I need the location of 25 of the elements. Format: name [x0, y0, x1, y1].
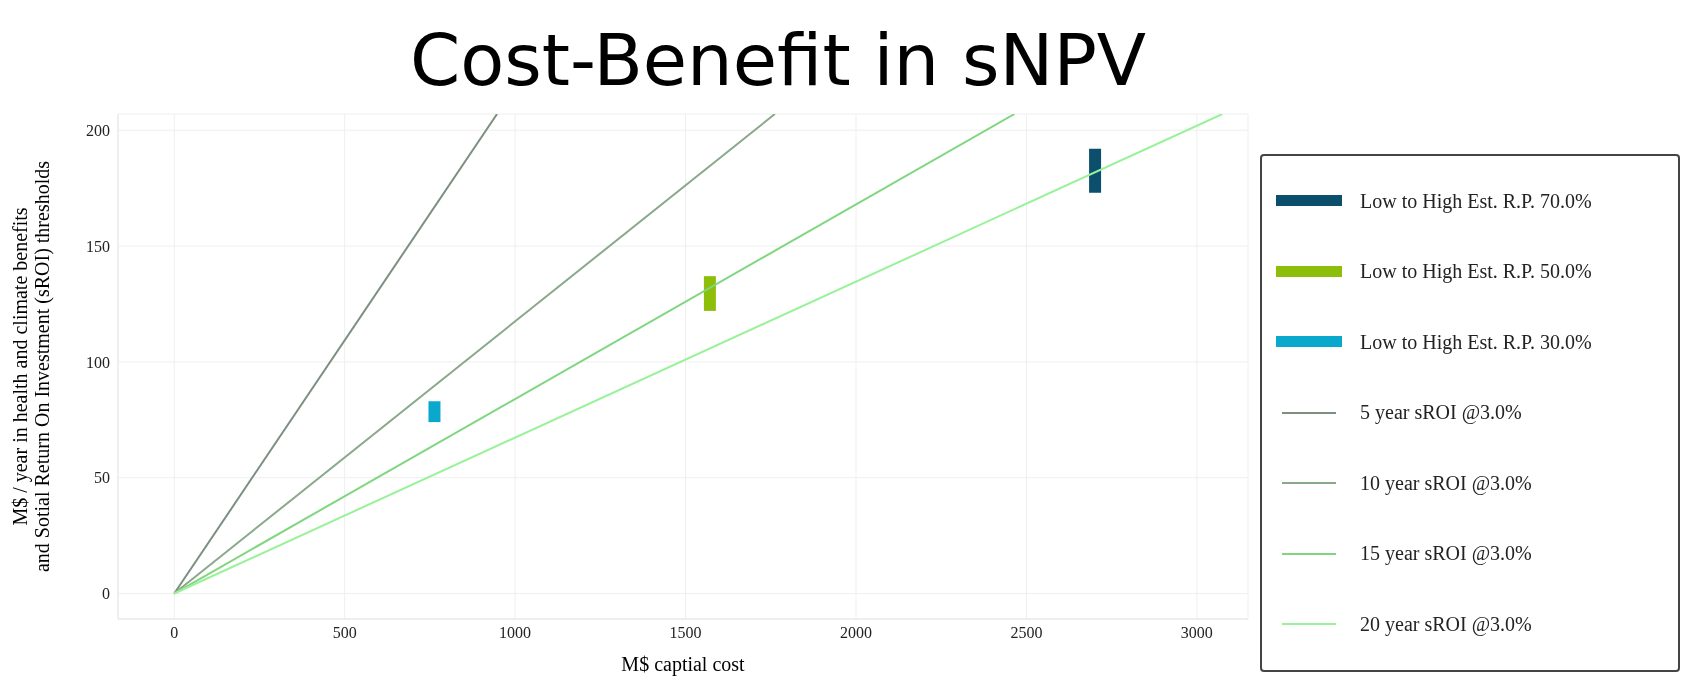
- x-tick-label: 500: [332, 624, 357, 642]
- x-tick-label: 1000: [499, 624, 532, 642]
- x-tick-label: 2500: [1010, 624, 1043, 642]
- bar: [703, 276, 716, 311]
- y-tick-label: 200: [86, 121, 110, 139]
- x-tick-label: 0: [170, 624, 179, 642]
- y-axis-title: M$ / year in health and climate benefits and Sotial Return On Investment (sROI) thresholds: [9, 160, 54, 573]
- legend-label: Low to High Est. R.P. 30.0%: [1360, 330, 1592, 354]
- legend-label: 10 year sROI @3.0%: [1360, 471, 1532, 495]
- x-axis-title: M$ captial cost: [621, 653, 746, 676]
- legend-label: 15 year sROI @3.0%: [1360, 542, 1532, 566]
- bar: [428, 401, 441, 423]
- legend-label: Low to High Est. R.P. 70.0%: [1360, 189, 1592, 213]
- chart-title: Cost-Benefit in sNPV: [408, 18, 1148, 102]
- legend-label: Low to High Est. R.P. 50.0%: [1360, 260, 1592, 284]
- x-tick-label: 2000: [839, 624, 872, 642]
- y-tick-label: 100: [86, 353, 110, 371]
- y-tick-label: 50: [94, 469, 110, 487]
- bar: [1089, 148, 1102, 193]
- x-tick-label: 3000: [1180, 624, 1213, 642]
- y-tick-label: 150: [86, 237, 110, 255]
- legend-label: 5 year sROI @3.0%: [1360, 401, 1522, 425]
- y-tick-label: 0: [102, 585, 110, 603]
- x-tick-label: 1500: [669, 624, 702, 642]
- legend-label: 20 year sROI @3.0%: [1360, 612, 1532, 636]
